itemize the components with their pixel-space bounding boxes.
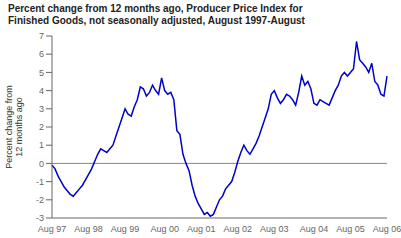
svg-text:2: 2 (39, 122, 44, 132)
svg-text:Aug 05: Aug 05 (336, 224, 365, 234)
svg-text:7: 7 (39, 31, 44, 41)
svg-text:Aug 97: Aug 97 (38, 224, 67, 234)
html-text:Percent change from 12 months: Percent change from 12 months ago, Produ… (8, 3, 303, 14)
svg-text:4: 4 (39, 86, 44, 96)
svg-text:Aug 04: Aug 04 (300, 224, 329, 234)
svg-text:1: 1 (39, 140, 44, 150)
svg-text:-3: -3 (36, 213, 44, 223)
svg-text:Aug 06: Aug 06 (373, 224, 393, 234)
svg-text:6: 6 (39, 49, 44, 59)
svg-text:Aug 99: Aug 99 (111, 224, 140, 234)
svg-text:-1: -1 (36, 177, 44, 187)
svg-text:Aug 03: Aug 03 (260, 224, 289, 234)
svg-text:5: 5 (39, 68, 44, 78)
html-text:Finished Goods, not seasonally: Finished Goods, not seasonally adjusted,… (8, 15, 305, 26)
svg-text:Aug 98: Aug 98 (74, 224, 103, 234)
svg-text:Percent change from12 months a: Percent change from12 months ago (8, 85, 24, 169)
svg-text:3: 3 (39, 104, 44, 114)
svg-text:Aug 01: Aug 01 (187, 224, 216, 234)
svg-text:Aug 02: Aug 02 (224, 224, 253, 234)
svg-text:Aug 00: Aug 00 (150, 224, 179, 234)
svg-text:-2: -2 (36, 195, 44, 205)
svg-text:0: 0 (39, 159, 44, 169)
